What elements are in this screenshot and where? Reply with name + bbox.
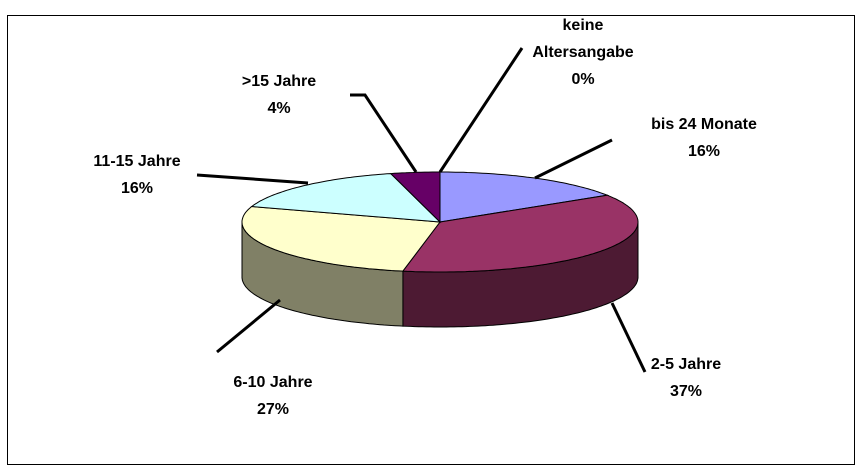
value-label: 16% bbox=[687, 143, 721, 160]
pie-tops bbox=[241, 171, 639, 273]
data-label: bis 24 Monate 16% bbox=[609, 111, 799, 165]
category-label: >15 Jahre bbox=[241, 73, 317, 90]
category-label: 11-15 Jahre bbox=[93, 153, 181, 170]
data-label: >15 Jahre 4% bbox=[214, 68, 344, 122]
leader-line bbox=[196, 173, 309, 185]
data-label: 11-15 Jahre 16% bbox=[62, 148, 212, 202]
slice bbox=[401, 194, 639, 273]
leader-line bbox=[350, 93, 418, 173]
leader-line bbox=[216, 298, 281, 354]
slice bbox=[250, 173, 442, 223]
data-label: 6-10 Jahre 27% bbox=[198, 369, 348, 423]
value-label: 0% bbox=[571, 71, 595, 88]
value-label: 37% bbox=[669, 383, 703, 400]
leader-line bbox=[438, 47, 524, 173]
value-label: 4% bbox=[267, 100, 291, 117]
leader-line bbox=[610, 302, 647, 373]
data-label: 2-5 Jahre 37% bbox=[611, 351, 761, 405]
leader-lines bbox=[196, 47, 647, 373]
leader-line bbox=[534, 138, 613, 180]
value-label: 16% bbox=[120, 180, 154, 197]
category-label: 6-10 Jahre bbox=[233, 374, 313, 391]
data-label: keine Altersangabe 0% bbox=[523, 12, 643, 93]
category-label: keine Altersangabe bbox=[532, 17, 634, 61]
category-label: 2-5 Jahre bbox=[650, 356, 722, 373]
category-label: bis 24 Monate bbox=[651, 116, 757, 133]
slice bbox=[241, 205, 441, 272]
value-label: 27% bbox=[256, 401, 290, 418]
